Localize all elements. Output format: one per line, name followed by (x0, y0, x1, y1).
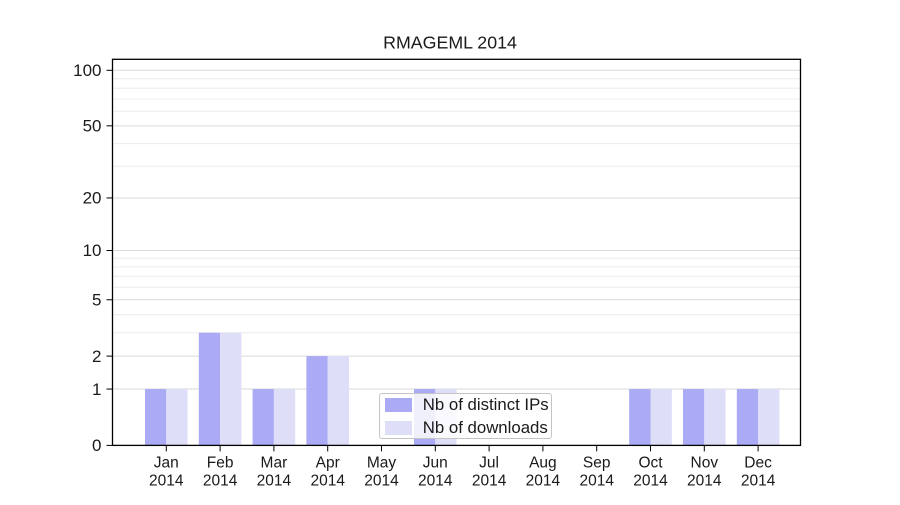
svg-text:2014: 2014 (418, 472, 453, 489)
svg-text:2014: 2014 (310, 472, 345, 489)
svg-text:2014: 2014 (687, 472, 722, 489)
svg-text:2014: 2014 (633, 472, 668, 489)
svg-text:May: May (367, 454, 397, 471)
svg-text:50: 50 (83, 117, 102, 136)
svg-text:2014: 2014 (257, 472, 292, 489)
svg-text:2014: 2014 (364, 472, 399, 489)
svg-text:Dec: Dec (744, 454, 772, 471)
svg-text:1: 1 (92, 380, 101, 399)
svg-text:10: 10 (83, 241, 102, 260)
svg-text:Mar: Mar (261, 454, 288, 471)
svg-text:20: 20 (83, 189, 102, 208)
svg-text:Aug: Aug (529, 454, 557, 471)
svg-text:2014: 2014 (579, 472, 614, 489)
svg-text:Jun: Jun (423, 454, 448, 471)
svg-text:2014: 2014 (741, 472, 776, 489)
svg-text:RMAGEML 2014: RMAGEML 2014 (383, 33, 517, 53)
svg-text:2014: 2014 (149, 472, 184, 489)
svg-text:Apr: Apr (316, 454, 340, 471)
svg-text:0: 0 (92, 436, 101, 455)
svg-text:2: 2 (92, 347, 101, 366)
svg-text:2014: 2014 (472, 472, 507, 489)
svg-text:Oct: Oct (638, 454, 663, 471)
svg-text:Feb: Feb (207, 454, 234, 471)
svg-text:Sep: Sep (583, 454, 611, 471)
svg-text:2014: 2014 (203, 472, 238, 489)
svg-text:5: 5 (92, 290, 101, 309)
svg-text:Jul: Jul (479, 454, 499, 471)
svg-text:Jan: Jan (154, 454, 179, 471)
svg-text:Nov: Nov (691, 454, 719, 471)
svg-text:100: 100 (73, 61, 101, 80)
svg-text:2014: 2014 (526, 472, 561, 489)
